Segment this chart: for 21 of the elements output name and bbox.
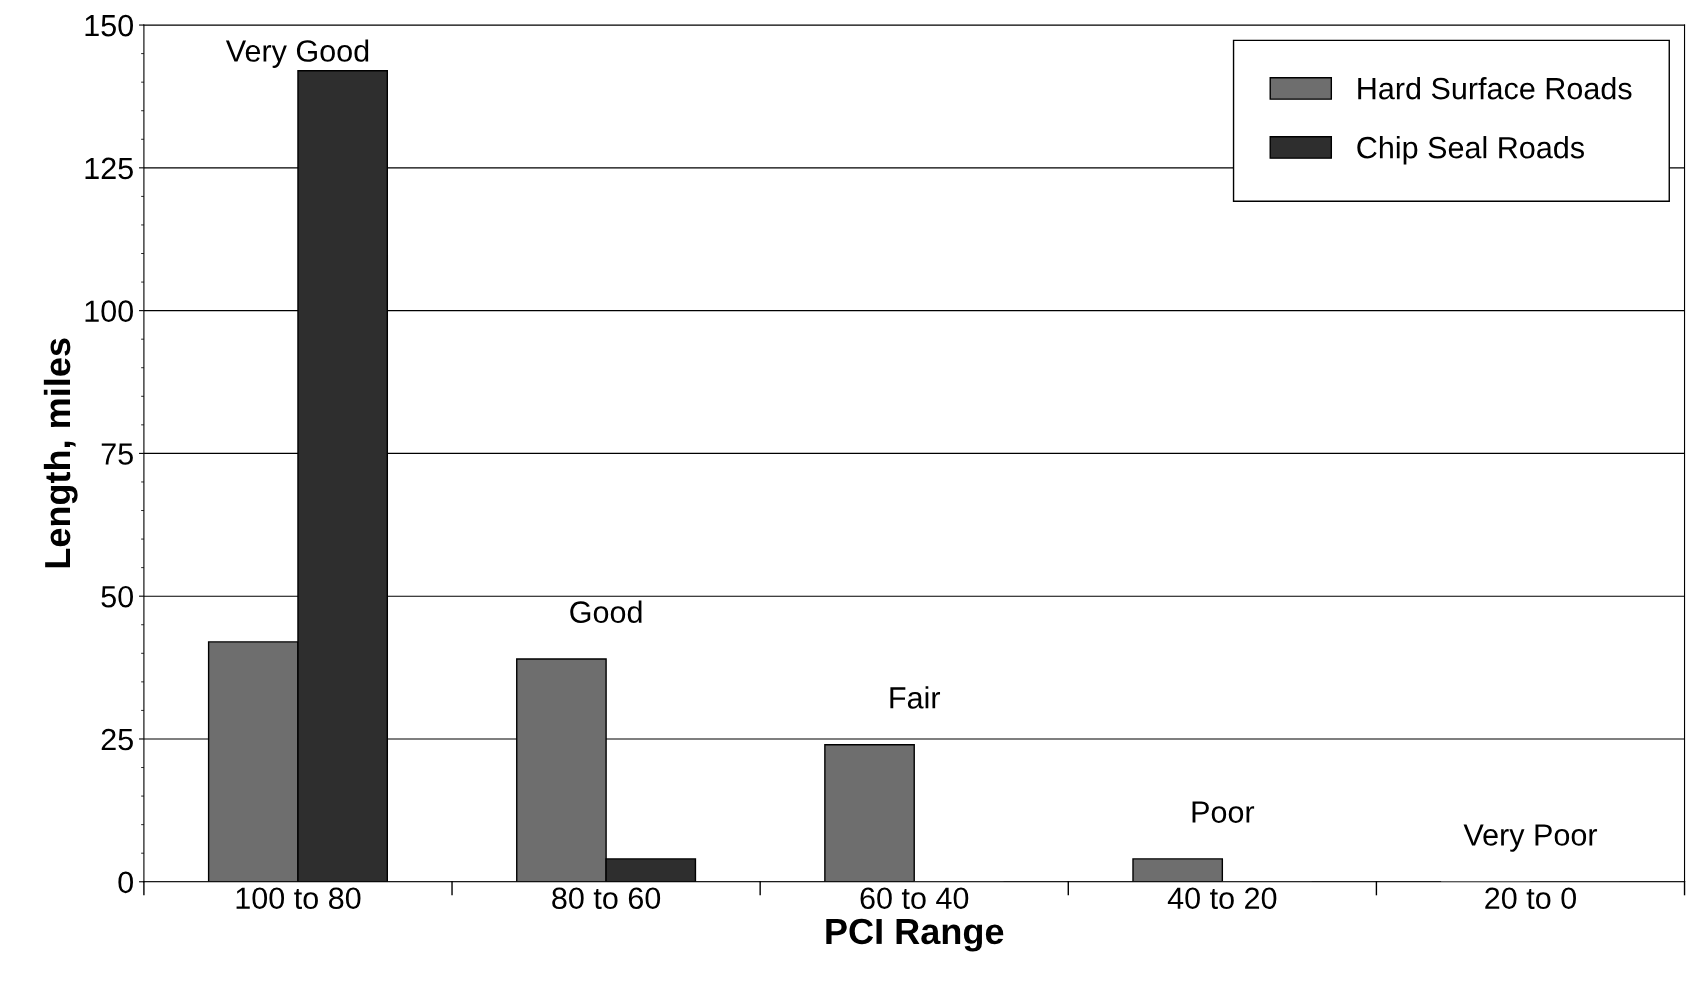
annotation: Fair bbox=[890, 686, 941, 709]
y-axis-title: Length, miles bbox=[43, 338, 78, 568]
x-tick-label: 100 to 80 bbox=[236, 887, 361, 910]
y-tick-label: 25 bbox=[101, 728, 133, 751]
x-axis-title: PCI Range bbox=[826, 918, 1004, 952]
x-tick-label: 20 to 0 bbox=[1485, 887, 1576, 910]
x-tick-label: 60 to 40 bbox=[860, 887, 969, 910]
y-tick-label: 0 bbox=[118, 871, 133, 894]
y-tick-label: 75 bbox=[101, 443, 133, 465]
y-tick-label: 125 bbox=[85, 157, 133, 180]
x-tick-label: 80 to 60 bbox=[552, 887, 661, 910]
legend-label: Chip Seal Roads bbox=[1357, 136, 1584, 165]
legend-label: Hard Surface Roads bbox=[1358, 76, 1632, 100]
y-tick-label: 150 bbox=[85, 14, 133, 37]
x-tick-label: 40 to 20 bbox=[1167, 887, 1277, 910]
annotation: Very Good bbox=[225, 39, 369, 68]
annotation: Poor bbox=[1192, 801, 1255, 823]
annotation: Very Poor bbox=[1463, 824, 1598, 852]
y-tick-label: 100 bbox=[85, 300, 133, 322]
annotation: Good bbox=[570, 600, 642, 623]
y-tick-label: 50 bbox=[101, 585, 133, 608]
